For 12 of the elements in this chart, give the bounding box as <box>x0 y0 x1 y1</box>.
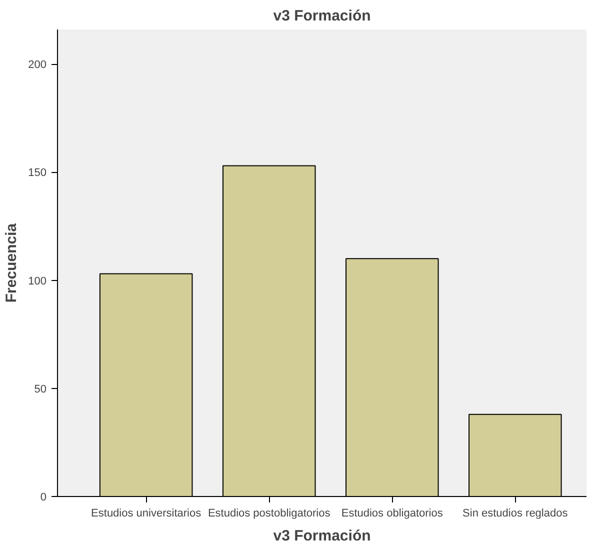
y-tick-label: 50 <box>34 383 47 396</box>
y-tick-label: 150 <box>28 167 47 180</box>
x-axis-title: v3 Formación <box>273 528 371 544</box>
x-tick-label: Estudios universitarios <box>91 508 202 520</box>
x-tick-label: Estudios obligatorios <box>341 508 444 520</box>
chart-title: v3 Formación <box>273 8 371 24</box>
y-tick-label: 100 <box>28 275 47 288</box>
y-axis-title: Frecuencia <box>3 222 20 303</box>
x-tick-label: Sin estudios reglados <box>462 508 568 520</box>
x-tick-label: Estudios postobligatorios <box>208 508 331 520</box>
y-tick-label: 200 <box>28 59 47 72</box>
y-tick-label: 0 <box>40 492 47 504</box>
